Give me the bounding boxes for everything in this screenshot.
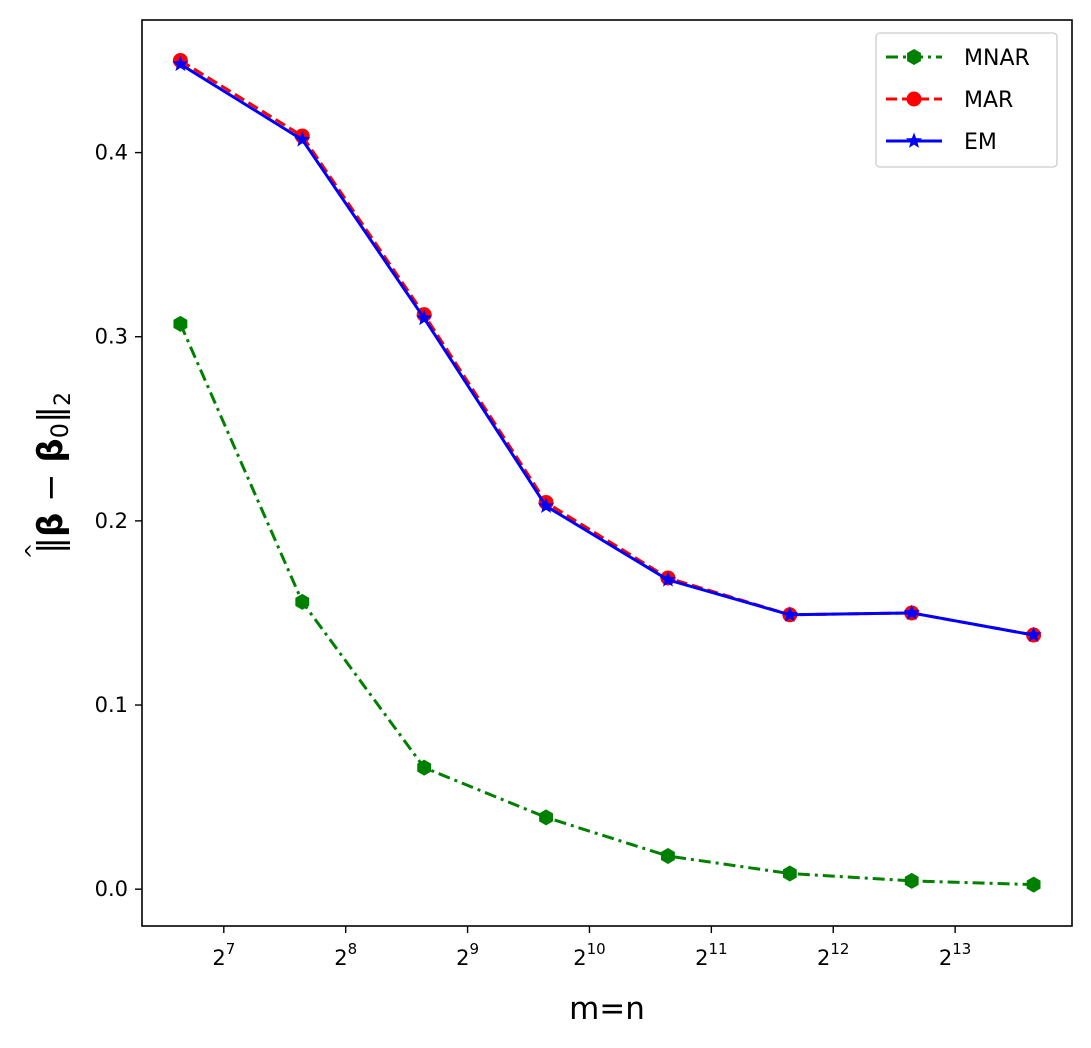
data-point-em-6 (903, 604, 920, 620)
y-label-sub0: 0 (46, 423, 74, 438)
y-label-minus: − (31, 463, 71, 513)
x-tick-label: 212 (817, 940, 849, 970)
legend-item-mar: MAR (886, 88, 1013, 113)
legend-item-mnar: MNAR (886, 46, 1030, 71)
series-line-em (179, 62, 1034, 637)
x-tick-label: 28 (334, 940, 357, 970)
data-point-mnar-2 (417, 759, 432, 776)
data-point-mnar-0 (173, 315, 188, 332)
data-point-em-1 (294, 131, 311, 147)
data-point-em-2 (416, 309, 433, 326)
legend-marker-em (905, 132, 923, 148)
legend-box (875, 32, 1058, 168)
x-tick-label: 29 (456, 940, 479, 970)
axes-frame (141, 19, 1073, 927)
legend-marker-mar (906, 91, 922, 107)
y-tick-label: 0.4 (95, 141, 128, 165)
y-tick-label: 0.1 (95, 693, 128, 717)
data-point-em-5 (781, 606, 798, 622)
legend-label-em: EM (964, 130, 997, 155)
series-mnar (173, 315, 1041, 893)
legend-label-mnar: MNAR (964, 46, 1030, 71)
data-point-em-3 (537, 497, 555, 514)
y-label-beta0: β (31, 438, 71, 462)
data-point-mnar-1 (295, 593, 310, 610)
data-point-mnar-3 (539, 809, 553, 826)
y-label-norm-open: ‖ (31, 537, 71, 554)
legend-label-mar: MAR (964, 88, 1013, 113)
svg-text:‖β − β0‖2: ‖β − β0‖2 (31, 392, 76, 554)
data-point-mnar-7 (1026, 876, 1041, 893)
x-tick-label: 210 (573, 940, 605, 970)
data-point-em-0 (172, 55, 189, 72)
y-tick-label: 0.0 (95, 877, 128, 901)
y-label-beta-hat: β (31, 513, 71, 537)
y-tick-label: 0.3 (95, 325, 128, 349)
series-line-mnar (179, 323, 1034, 887)
legend-item-em: EM (886, 130, 997, 155)
series-line-mar (179, 59, 1034, 637)
data-point-mnar-6 (904, 872, 919, 889)
x-tick-label: 27 (212, 940, 235, 970)
legend-marker-mnar (907, 49, 921, 65)
data-point-em-4 (659, 571, 677, 587)
legend: MNAR MAR EM (875, 32, 1058, 168)
x-tick-label: 213 (939, 940, 971, 970)
plot-area (172, 53, 1042, 893)
y-axis-label: ‖β − β0‖2 ^ (21, 392, 76, 559)
y-label-hat: ^ (21, 543, 45, 560)
x-axis-label: m=n (569, 991, 645, 1027)
y-label-norm-close: ‖ (31, 406, 71, 423)
series-em (172, 55, 1042, 642)
y-label-sub2: 2 (51, 392, 76, 406)
axis-ticks: 27 28 29 210 211 212 213 0.0 0.1 0.2 0.3 0.4 (95, 141, 972, 970)
data-point-em-7 (1025, 626, 1042, 642)
x-tick-label: 211 (695, 940, 727, 970)
data-point-mnar-4 (661, 848, 675, 865)
y-tick-label: 0.2 (95, 509, 128, 533)
data-point-mnar-5 (782, 865, 797, 882)
